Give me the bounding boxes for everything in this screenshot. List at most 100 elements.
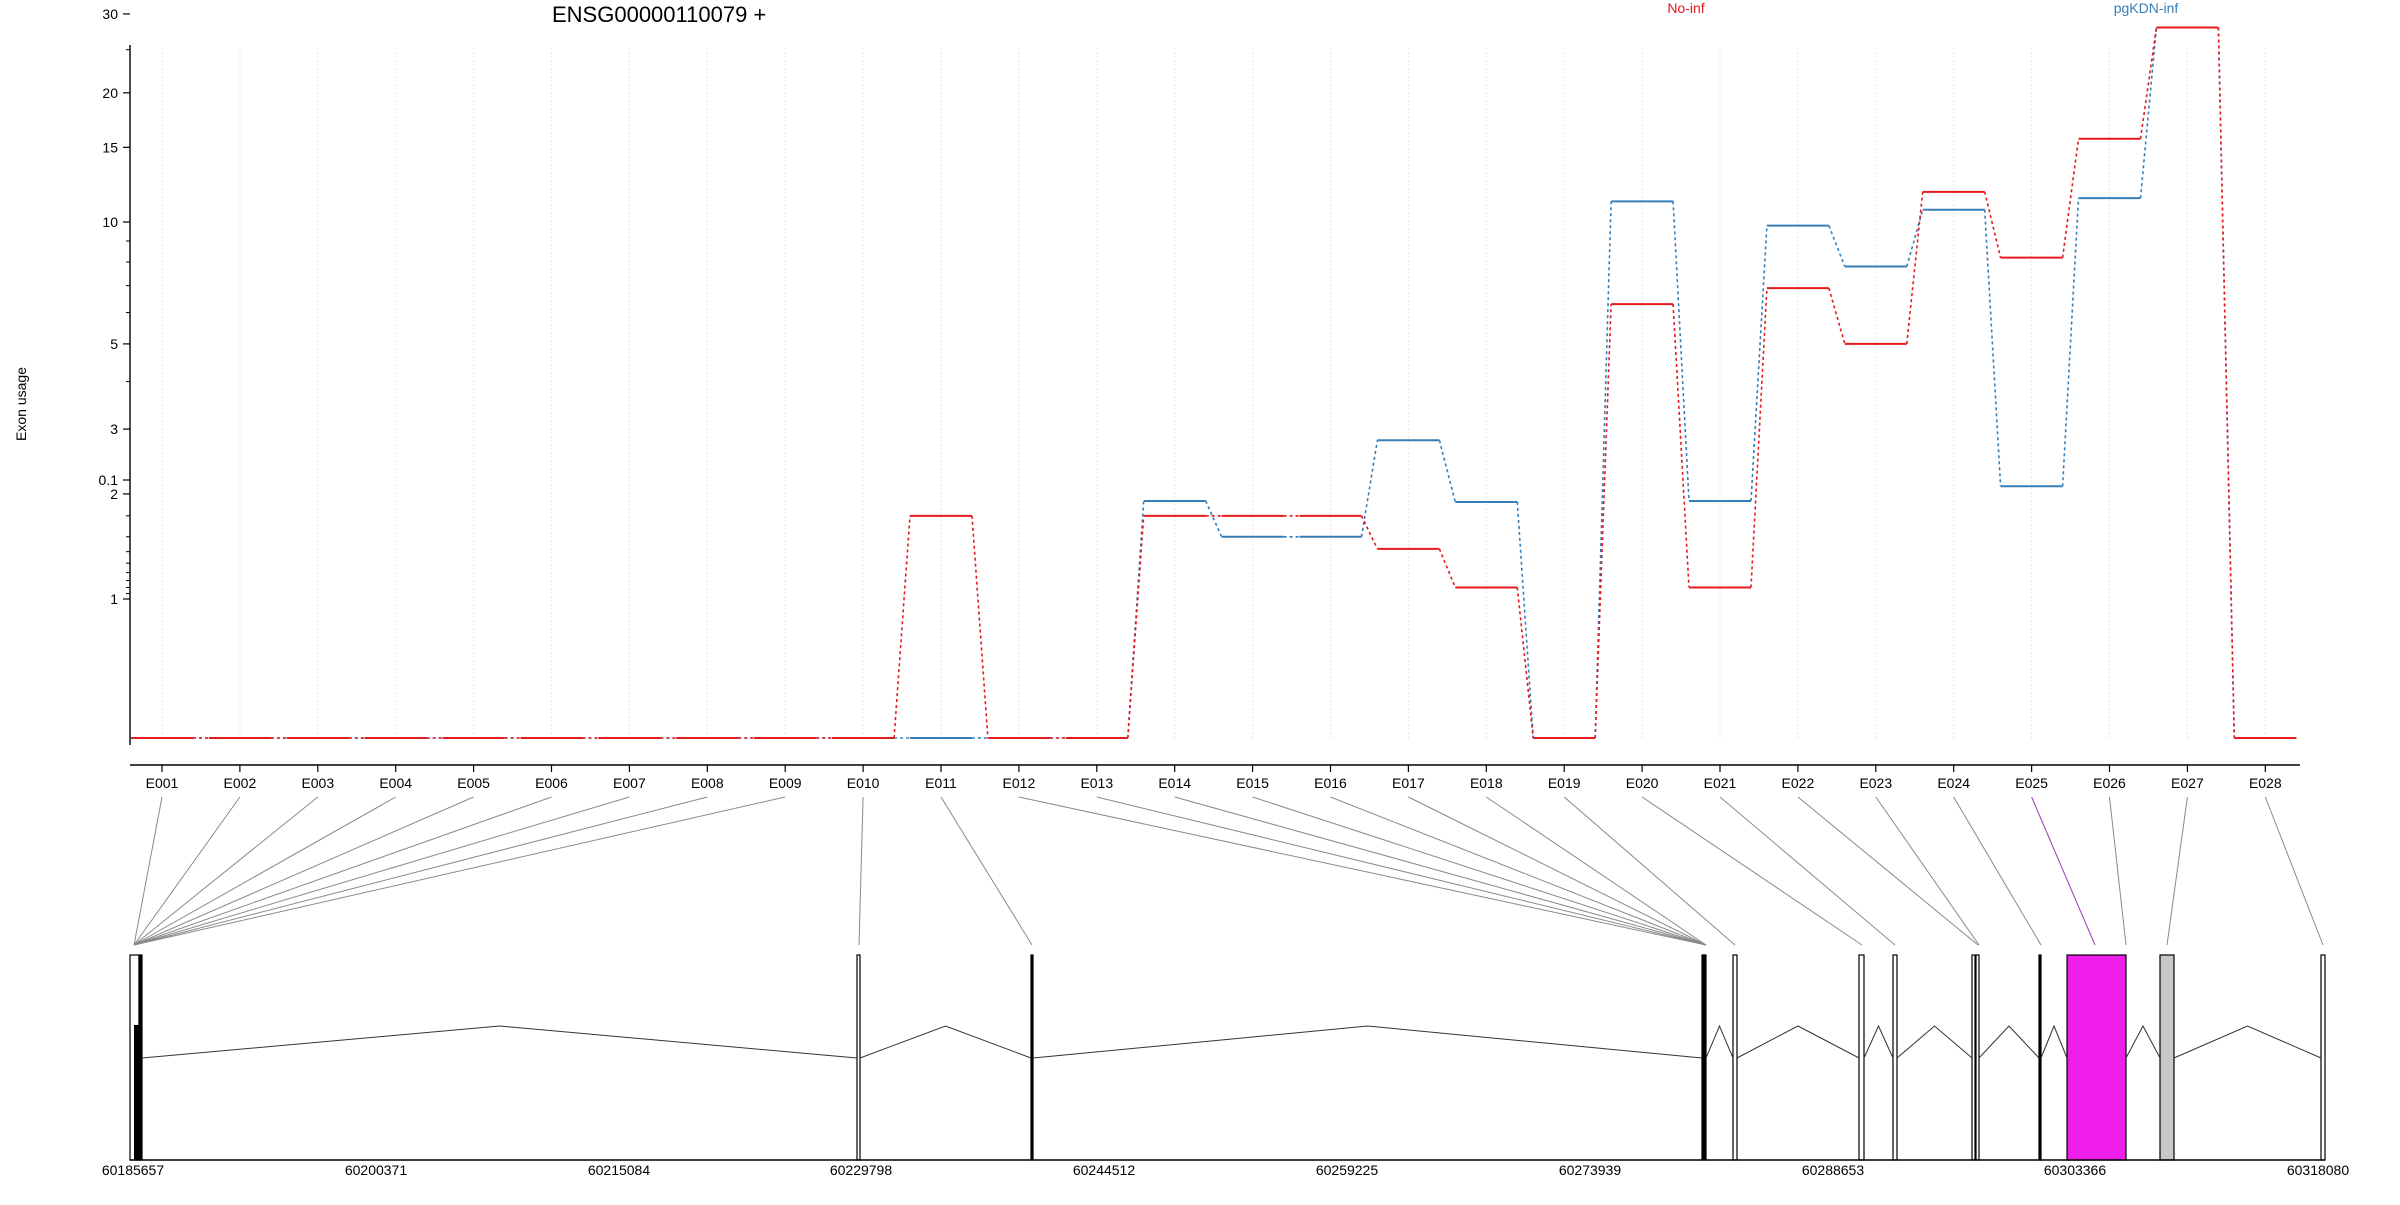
series-connector — [1983, 191, 2002, 258]
y-tick-label: 3 — [110, 421, 118, 437]
exon-connector-e006 — [133, 796, 552, 946]
x-tick-label-e019: E019 — [1548, 775, 1581, 791]
exon-connector-e017 — [1408, 796, 1707, 946]
x-tick-label-e017: E017 — [1392, 775, 1425, 791]
exon-connector-e023 — [1875, 796, 1980, 946]
series-connector — [971, 515, 989, 739]
series-connector — [1672, 201, 1690, 501]
genomic-coordinate-label: 60259225 — [1316, 1162, 1379, 1178]
series-connector — [1438, 548, 1457, 588]
genomic-coordinate-label: 60303366 — [2044, 1162, 2107, 1178]
y-tick-label: 1 — [110, 591, 118, 607]
intron-line — [859, 1025, 1032, 1059]
y-axis-label: Exon usage — [13, 367, 29, 441]
x-tick-label-e003: E003 — [301, 775, 334, 791]
exon-connector-e003 — [133, 796, 319, 946]
intron-line — [1705, 1024, 1734, 1059]
exon-connector-e022 — [1797, 796, 1979, 946]
x-tick-label-e028: E028 — [2249, 775, 2282, 791]
exon-connector-e004 — [133, 796, 396, 946]
exon-connector-e028 — [2264, 796, 2324, 946]
x-tick-label-e009: E009 — [769, 775, 802, 791]
exon-connector-e011 — [940, 796, 1033, 946]
intron-line — [1736, 1025, 1860, 1059]
exon-connector-e007 — [133, 796, 630, 946]
x-tick-label-e015: E015 — [1236, 775, 1269, 791]
x-tick-label-e005: E005 — [457, 775, 490, 791]
series-connector — [1204, 500, 1223, 538]
x-tick-label-e010: E010 — [847, 775, 880, 791]
x-tick-label-e027: E027 — [2171, 775, 2204, 791]
text-layer: ENSG00000110079 + No-inf pgKDN-inf Exon … — [13, 0, 2178, 441]
exon-connector-e026 — [2109, 796, 2127, 946]
genomic-coordinate-label: 60288653 — [1802, 1162, 1865, 1178]
grid-layer — [161, 48, 2266, 740]
exon-box — [2066, 954, 2127, 1161]
series-connector — [1516, 501, 1534, 739]
x-tick-label-e013: E013 — [1080, 775, 1113, 791]
series-connector — [1360, 515, 1379, 550]
y-tick-label: 0.1 — [99, 472, 119, 488]
series-connector — [1983, 209, 2002, 487]
exon-box — [2320, 954, 2326, 1161]
gene-model: 60185657 60200371 60215084 60229798 60244512… — [102, 954, 2349, 1178]
series-connector — [2061, 138, 2080, 258]
series-connector — [2061, 198, 2080, 487]
y-tick-label: 2 — [110, 486, 118, 502]
series-connector — [1438, 440, 1457, 503]
exon-connector-e019 — [1563, 796, 1736, 946]
x-tick-label-e016: E016 — [1314, 775, 1347, 791]
intron-line — [2040, 1024, 2068, 1059]
exon-connector-e013 — [1096, 796, 1707, 946]
exon-connector-e010 — [858, 796, 864, 946]
exon-connector-e015 — [1252, 796, 1707, 946]
genomic-coordinate-label: 60273939 — [1559, 1162, 1622, 1178]
x-tick-label-e006: E006 — [535, 775, 568, 791]
intron-line — [1978, 1025, 2040, 1059]
series-connector — [2217, 27, 2236, 739]
series-no-inf — [131, 26, 2297, 739]
legend-label-pgkdn-inf: pgKDN-inf — [2114, 0, 2179, 16]
connector-layer — [133, 796, 2324, 946]
exon-box — [1892, 954, 1898, 1161]
exon-connector-e025 — [2031, 796, 2096, 946]
exon-box — [1858, 954, 1865, 1161]
exon-box — [1732, 954, 1738, 1161]
exon-connector-e020 — [1641, 796, 1863, 946]
x-tick-label-e025: E025 — [2015, 775, 2048, 791]
exon-box — [1971, 954, 1976, 1161]
exon-connector-e009 — [133, 796, 786, 946]
exon-connector-e024 — [1953, 796, 2042, 946]
series-connector — [2139, 27, 2158, 139]
x-tick-label-e002: E002 — [224, 775, 257, 791]
series-connector — [1672, 304, 1690, 588]
exon-connector-e005 — [133, 796, 474, 946]
series-connector — [1906, 209, 1924, 267]
x-tick-label-e026: E026 — [2093, 775, 2126, 791]
x-tick-label-e023: E023 — [1859, 775, 1892, 791]
intron-line — [1896, 1025, 1973, 1059]
genomic-coordinate-label: 60185657 — [102, 1162, 165, 1178]
series-pgkdn-inf — [131, 26, 2297, 739]
exon-box — [2159, 954, 2175, 1161]
y-tick-label: 30 — [102, 6, 118, 22]
series-connector — [1828, 225, 1846, 267]
x-tick-label-e012: E012 — [1003, 775, 1036, 791]
y-tick-label: 15 — [102, 139, 118, 155]
series-connector — [1828, 287, 1846, 345]
series-connector — [1750, 225, 1768, 502]
series-connector — [1750, 288, 1768, 588]
series-connector — [1516, 587, 1534, 739]
x-tick-label-e024: E024 — [1937, 775, 1970, 791]
exon-connector-e012 — [1018, 796, 1707, 946]
exon-connector-e001 — [133, 796, 163, 946]
exon-connector-e014 — [1174, 796, 1707, 946]
intron-line — [2125, 1024, 2161, 1059]
axes-layer: 0.1 1 2 3 5 10 15 20 30 E001 E002 E003 E004 E005 E006 E… — [99, 6, 2300, 791]
exon-connector-e008 — [133, 796, 708, 946]
y-tick-label: 10 — [102, 214, 118, 230]
exon-cds-block — [134, 1025, 140, 1160]
intron-line — [2173, 1025, 2322, 1059]
